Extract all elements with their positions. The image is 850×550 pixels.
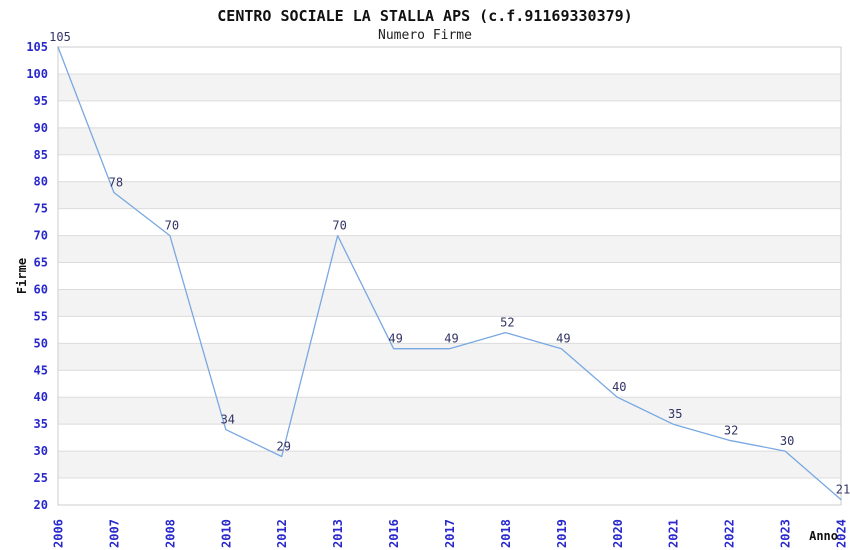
y-axis-tick-label: 70 bbox=[34, 229, 48, 243]
point-label: 34 bbox=[221, 413, 235, 427]
x-axis-tick-label: 2010 bbox=[219, 519, 233, 548]
point-label: 49 bbox=[444, 332, 458, 346]
point-label: 78 bbox=[109, 176, 123, 190]
data-line bbox=[57, 46, 842, 501]
x-axis-tick-label: 2021 bbox=[667, 519, 681, 548]
y-axis-tick-label: 75 bbox=[34, 202, 48, 216]
x-axis-tick-label: 2007 bbox=[107, 519, 121, 548]
y-axis-tick-label: 90 bbox=[34, 121, 48, 135]
y-axis-tick-label: 80 bbox=[34, 175, 48, 189]
point-label: 30 bbox=[780, 434, 794, 448]
x-axis-tick-label: 2018 bbox=[499, 519, 513, 548]
point-label: 21 bbox=[836, 483, 850, 497]
chart-subtitle: Numero Firme bbox=[378, 28, 472, 43]
background-band bbox=[58, 451, 841, 479]
y-axis-tick-label: 40 bbox=[34, 390, 48, 404]
y-axis-tick-label: 105 bbox=[26, 40, 48, 54]
point-label: 49 bbox=[556, 332, 570, 346]
y-axis-tick-label: 100 bbox=[26, 67, 48, 81]
y-axis-tick-label: 65 bbox=[34, 256, 48, 270]
y-axis-tick-label: 30 bbox=[34, 444, 48, 458]
point-label: 70 bbox=[332, 219, 346, 233]
point-label: 29 bbox=[276, 440, 290, 454]
y-axis-title: Firme bbox=[15, 258, 29, 294]
point-label: 70 bbox=[165, 219, 179, 233]
x-axis-tick-label: 2022 bbox=[723, 519, 737, 548]
x-axis-tick-label: 2020 bbox=[611, 519, 625, 548]
plot-frame bbox=[57, 46, 842, 506]
x-axis-tick-label: 2017 bbox=[443, 519, 457, 548]
x-axis-tick-label: 2023 bbox=[779, 519, 793, 548]
x-axis-tick-label: 2013 bbox=[331, 519, 345, 548]
background-band bbox=[58, 73, 841, 101]
point-label: 32 bbox=[724, 423, 738, 437]
x-axis-tick-label: 2012 bbox=[275, 519, 289, 548]
background-band bbox=[58, 397, 841, 425]
x-axis-tick-label: 2024 bbox=[835, 519, 849, 548]
x-axis-title: Anno bbox=[809, 529, 838, 543]
point-label: 35 bbox=[668, 407, 682, 421]
y-axis-tick-label: 45 bbox=[34, 363, 48, 377]
y-axis-tick-label: 95 bbox=[34, 94, 48, 108]
point-label: 105 bbox=[49, 30, 71, 44]
background-band bbox=[58, 289, 841, 317]
background-band bbox=[58, 235, 841, 263]
chart-title: CENTRO SOCIALE LA STALLA APS (c.f.911693… bbox=[217, 7, 633, 25]
y-axis-tick-label: 35 bbox=[34, 417, 48, 431]
y-axis-tick-label: 85 bbox=[34, 148, 48, 162]
point-label: 40 bbox=[612, 380, 626, 394]
y-axis-tick-label: 60 bbox=[34, 283, 48, 297]
x-axis-tick-label: 2008 bbox=[163, 519, 177, 548]
background-band bbox=[58, 343, 841, 371]
y-axis-tick-label: 25 bbox=[34, 471, 48, 485]
x-axis-tick-label: 2006 bbox=[52, 519, 66, 548]
point-label: 49 bbox=[388, 332, 402, 346]
background-band bbox=[58, 181, 841, 209]
x-axis-tick-label: 2019 bbox=[555, 519, 569, 548]
point-label: 52 bbox=[500, 316, 514, 330]
y-axis-tick-label: 20 bbox=[34, 498, 48, 512]
y-axis-tick-label: 55 bbox=[34, 309, 48, 323]
x-axis-tick-label: 2016 bbox=[387, 519, 401, 548]
background-band bbox=[58, 127, 841, 155]
y-axis-tick-label: 50 bbox=[34, 336, 48, 350]
